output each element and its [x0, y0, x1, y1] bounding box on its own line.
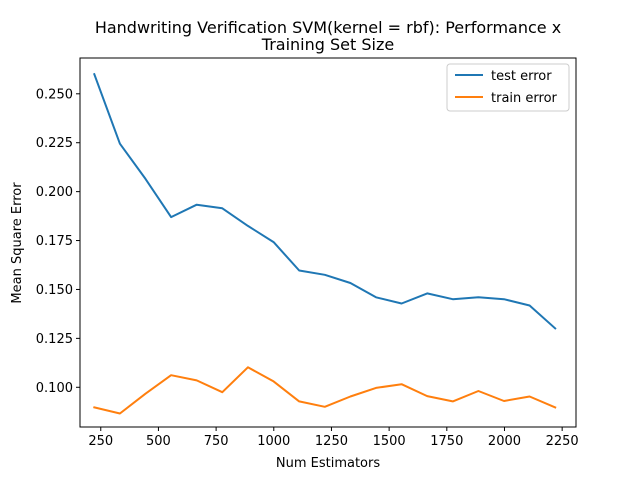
- chart-title-line-1: Handwriting Verification SVM(kernel = rb…: [95, 18, 561, 37]
- x-tick-label: 1500: [373, 434, 406, 449]
- legend-label-train-error: train error: [491, 91, 558, 106]
- x-tick-label: 500: [146, 434, 171, 449]
- x-tick-label: 2250: [546, 434, 579, 449]
- chart-title-line-2: Training Set Size: [261, 35, 394, 54]
- x-tick-label: 750: [204, 434, 229, 449]
- y-tick-label: 0.150: [36, 283, 73, 298]
- x-tick-label: 1750: [430, 434, 463, 449]
- x-axis-label: Num Estimators: [276, 456, 380, 471]
- y-tick-label: 0.100: [36, 381, 73, 396]
- series-line-test-error: [93, 72, 557, 330]
- x-tick-label: 250: [88, 434, 113, 449]
- y-tick-label: 0.225: [36, 136, 73, 151]
- x-tick-label: 2000: [488, 434, 521, 449]
- x-tick-label: 1250: [315, 434, 348, 449]
- series-layer: [93, 72, 557, 415]
- y-tick-label: 0.250: [36, 87, 73, 102]
- y-tick-label: 0.175: [36, 234, 73, 249]
- x-axis-ticks: 250 500 750 1000 1250 1500 1750 2000 2250: [88, 427, 579, 449]
- plot-frame: [79, 57, 577, 428]
- series-line-train-error: [93, 366, 557, 415]
- y-axis-label: Mean Square Error: [10, 182, 25, 304]
- legend-label-test-error: test error: [491, 69, 552, 84]
- legend: test error train error: [446, 63, 570, 112]
- y-tick-label: 0.125: [36, 332, 73, 347]
- y-axis-ticks: 0.100 0.125 0.150 0.175 0.200 0.225 0.250: [36, 87, 80, 396]
- x-tick-label: 1000: [257, 434, 290, 449]
- y-tick-label: 0.200: [36, 185, 73, 200]
